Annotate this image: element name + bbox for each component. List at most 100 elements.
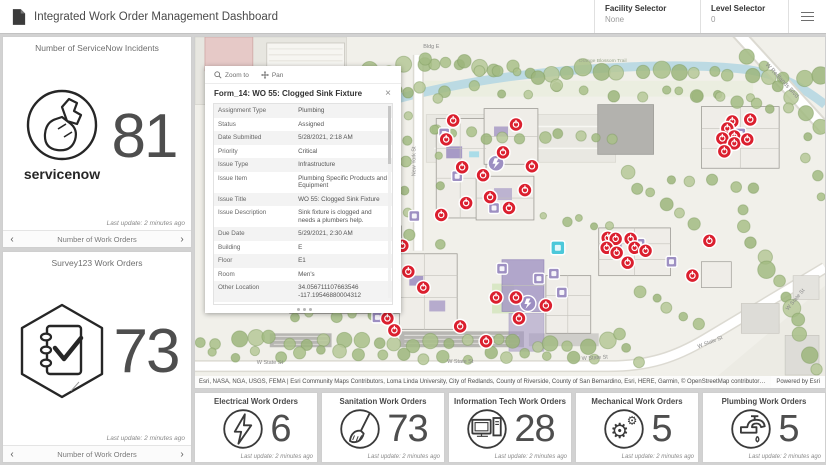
carousel-next-arrow-icon[interactable]: ›: [180, 448, 184, 460]
tree: [811, 66, 825, 85]
work-order-marker[interactable]: [482, 189, 498, 205]
last-update-text: Last update: 2 minutes ago: [240, 454, 313, 460]
plumbing-count: 5: [778, 407, 799, 450]
servicenow-incident-count: 81: [111, 101, 179, 171]
popup-title: Form_14: WO 55: Clogged Sink Fixture: [214, 89, 363, 98]
carousel-prev-arrow-icon[interactable]: ‹: [10, 448, 14, 460]
work-order-marker[interactable]: [433, 207, 449, 223]
work-order-marker[interactable]: [452, 318, 468, 335]
table-row: Date Submitted 5/28/2021, 2:18 AM: [214, 131, 392, 145]
facility-selector[interactable]: Facility Selector None: [594, 0, 700, 33]
map-label-bldg-e: Bldg E: [423, 44, 439, 50]
work-order-marker[interactable]: [386, 322, 403, 339]
tree: [673, 207, 685, 219]
tree: [473, 65, 486, 78]
asset-marker[interactable]: [665, 255, 678, 268]
work-order-marker[interactable]: [475, 167, 491, 183]
work-order-marker[interactable]: [454, 159, 470, 175]
work-order-marker[interactable]: [438, 131, 454, 148]
work-order-marker[interactable]: [495, 144, 511, 161]
tree: [613, 327, 626, 341]
map-label-orange-blossom-trail: Orange Blossom Trail: [579, 58, 627, 64]
tree: [461, 334, 474, 346]
work-order-marker[interactable]: [511, 310, 527, 327]
carousel-prev-arrow-icon[interactable]: ‹: [10, 233, 14, 245]
work-order-marker[interactable]: [742, 111, 758, 128]
svg-text:⚙: ⚙: [627, 413, 638, 427]
close-icon[interactable]: ×: [385, 87, 391, 99]
tree: [353, 331, 371, 349]
work-order-marker[interactable]: [701, 233, 718, 249]
map-popup: Zoom to Pan Form_14: WO 55: Clogged Sink…: [205, 66, 401, 313]
work-order-marker[interactable]: [637, 243, 654, 259]
tree: [692, 317, 705, 331]
work-order-marker[interactable]: [501, 200, 517, 216]
work-order-marker[interactable]: [415, 279, 432, 296]
work-order-marker[interactable]: [716, 143, 733, 160]
work-order-marker[interactable]: [400, 263, 417, 280]
tree: [480, 133, 493, 145]
tree: [812, 118, 825, 135]
tree: [541, 335, 559, 352]
work-order-marker[interactable]: [619, 255, 636, 271]
asset-marker[interactable]: [408, 209, 421, 223]
work-order-marker[interactable]: [608, 245, 625, 261]
tree: [275, 351, 288, 364]
tree: [403, 228, 416, 242]
work-order-marker[interactable]: [379, 310, 396, 327]
work-order-marker[interactable]: [508, 289, 524, 306]
tree: [592, 62, 611, 81]
campus-map[interactable]: Bldg E Orange Blossom Trail W Redlands B…: [194, 36, 826, 389]
selected-marker[interactable]: [550, 240, 566, 256]
tree: [579, 338, 597, 355]
tree: [316, 333, 331, 347]
panel-title: Survey123 Work Orders: [51, 258, 143, 268]
tree: [687, 66, 700, 79]
work-order-marker[interactable]: [524, 158, 540, 174]
tree: [432, 93, 444, 104]
popup-scrollbar[interactable]: [387, 106, 391, 298]
tree: [750, 97, 763, 110]
last-update-text: Last update: 2 minutes ago: [621, 454, 694, 460]
work-order-marker[interactable]: [488, 289, 504, 306]
asset-marker[interactable]: [555, 286, 569, 299]
facility-selector-value: None: [605, 15, 625, 24]
work-order-marker[interactable]: [517, 182, 533, 198]
tree: [399, 155, 412, 168]
tree: [659, 197, 674, 212]
last-update-text: Last update: 2 minutes ago: [494, 454, 567, 460]
work-order-marker[interactable]: [445, 112, 461, 129]
pan-button[interactable]: Pan: [260, 71, 283, 79]
asset-marker[interactable]: [547, 267, 561, 280]
tree: [633, 356, 645, 369]
popup-attribute-table: Assignment Type Plumbing Status Assigned D…: [213, 103, 393, 305]
tree: [402, 135, 413, 146]
tree: [439, 56, 452, 69]
work-order-marker[interactable]: [508, 116, 524, 133]
tree: [730, 95, 744, 109]
level-selector[interactable]: Level Selector 0: [700, 0, 788, 33]
work-order-marker[interactable]: [458, 195, 474, 211]
computer-icon: [467, 409, 508, 449]
work-order-marker[interactable]: [739, 131, 755, 148]
tree: [803, 132, 813, 142]
asset-marker[interactable]: [532, 272, 546, 285]
tree: [608, 64, 625, 81]
tree: [399, 185, 410, 196]
zoom-to-button[interactable]: Zoom to: [214, 71, 249, 79]
tree: [637, 91, 649, 103]
carousel-next-arrow-icon[interactable]: ›: [180, 233, 184, 245]
table-row: Issue Description Sink fixture is clogged…: [218, 209, 372, 224]
lightning-bolt-icon: [223, 409, 264, 449]
panel-title: Number of ServiceNow Incidents: [35, 43, 159, 53]
hamburger-menu-icon[interactable]: [788, 0, 826, 33]
tree: [588, 353, 600, 365]
tree: [231, 330, 249, 348]
popup-resize-handle[interactable]: [303, 308, 306, 311]
work-order-marker[interactable]: [538, 297, 554, 314]
asset-marker[interactable]: [495, 262, 509, 275]
work-order-marker[interactable]: [478, 333, 494, 349]
tree: [377, 349, 389, 361]
work-order-marker[interactable]: [684, 267, 701, 284]
work-order-marker[interactable]: [607, 231, 624, 247]
